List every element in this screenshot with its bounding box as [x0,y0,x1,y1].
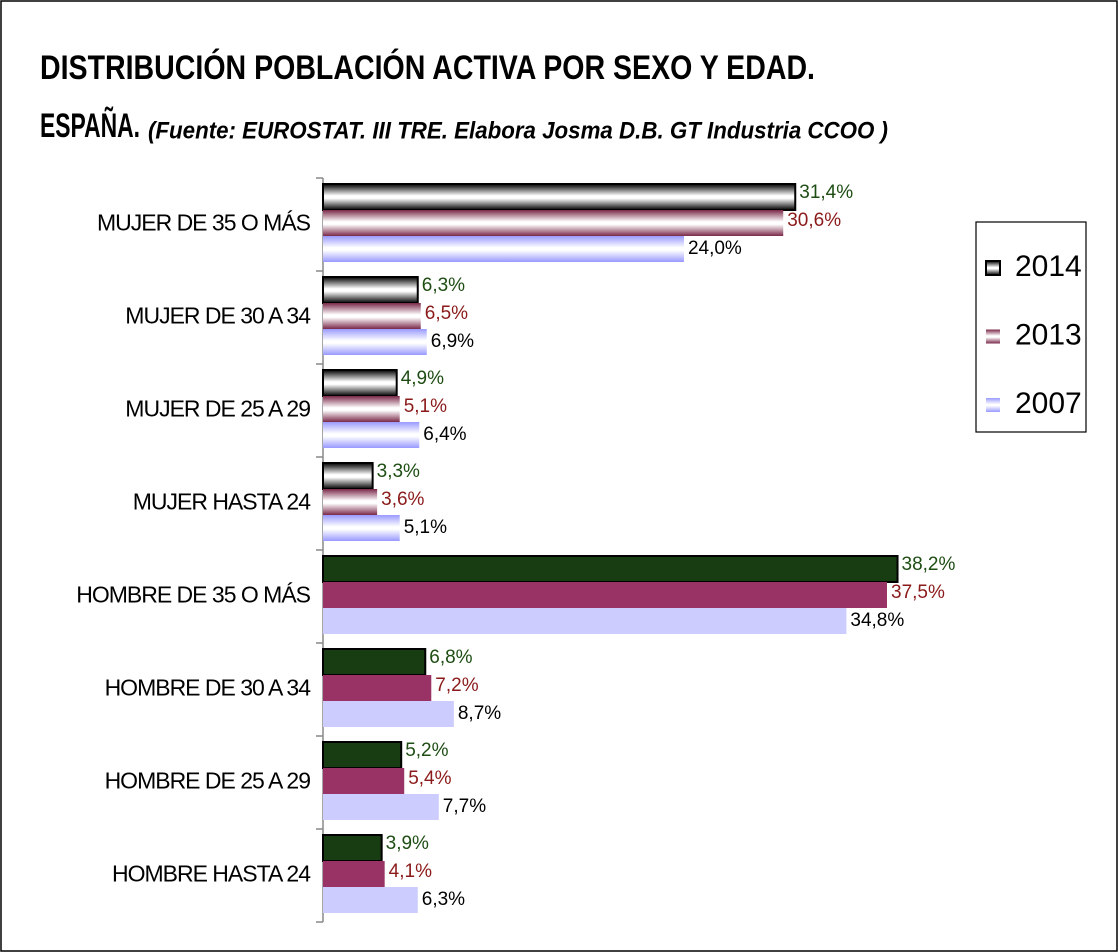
bar [323,329,427,355]
y-tick-label: HOMBRE DE 35 O MÁS [76,582,310,608]
value-label: 5,1% [404,517,447,538]
bar [323,794,439,820]
value-label: 7,2% [435,675,478,696]
value-label: 3,3% [377,461,420,482]
bar [323,768,405,794]
bar [323,887,418,913]
bar [322,462,374,490]
y-tick-label: HOMBRE HASTA 24 [112,861,311,887]
y-tick-label: MUJER DE 35 O MÁS [97,210,311,236]
value-label: 8,7% [458,703,501,724]
legend-swatch [985,260,1001,276]
value-label: 5,4% [408,768,451,789]
value-label: 6,3% [422,275,465,296]
value-label: 6,5% [425,303,468,324]
chart-title: DISTRIBUCIÓN POBLACIÓN ACTIVA POR SEXO Y… [40,49,815,87]
y-tick-label: HOMBRE DE 30 A 34 [105,675,312,701]
bar [322,834,383,862]
legend-swatch [986,329,1000,344]
bar [323,422,420,448]
bar [323,396,400,422]
y-tick-label: MUJER DE 30 A 34 [125,303,311,329]
bar [323,303,421,329]
bar [322,555,899,583]
bar [322,369,398,397]
y-tick-label: MUJER HASTA 24 [133,489,311,515]
bar [323,515,400,541]
value-label: 30,6% [787,210,841,231]
legend-label: 2013 [1015,318,1082,351]
value-label: 38,2% [902,554,956,575]
bar [323,701,454,727]
legend-label: 2014 [1015,250,1082,283]
value-label: 37,5% [891,582,945,603]
bar [322,648,427,676]
bar [322,183,797,211]
bar [322,276,419,304]
value-label: 6,8% [429,647,472,668]
value-label: 31,4% [799,182,853,203]
y-tick-label: MUJER DE 25 A 29 [125,396,310,422]
bar [323,861,385,887]
legend [975,221,1087,433]
value-label: 6,9% [431,331,474,352]
value-label: 24,0% [688,238,742,259]
value-label: 6,3% [422,889,465,910]
bar [323,582,887,608]
value-label: 4,1% [389,861,432,882]
value-label: 5,2% [405,740,448,761]
value-label: 4,9% [401,368,444,389]
chart-title: ESPAÑA. [40,107,140,145]
value-label: 3,9% [386,833,429,854]
bar [323,489,378,515]
value-label: 5,1% [404,396,447,417]
legend-label: 2007 [1015,387,1082,420]
legend-swatch [986,398,1000,412]
value-label: 6,4% [423,424,466,445]
value-label: 34,8% [850,610,904,631]
bar [323,236,684,262]
y-tick-label: HOMBRE DE 25 A 29 [105,768,311,794]
bar [323,608,847,634]
value-label: 7,7% [443,796,486,817]
bar [322,741,403,769]
bar [323,210,784,236]
chart-subtitle: (Fuente: EUROSTAT. III TRE. Elabora Josm… [148,117,888,144]
value-label: 3,6% [381,489,424,510]
bar [323,675,432,701]
